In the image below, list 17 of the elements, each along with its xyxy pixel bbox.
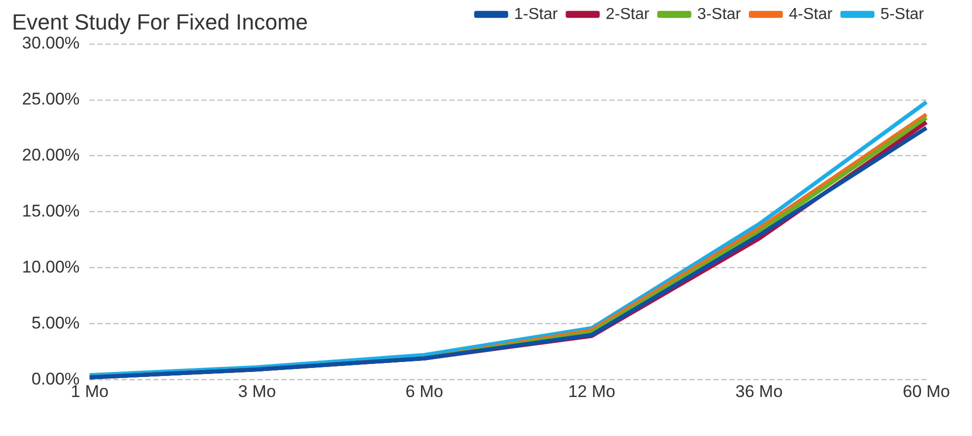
x-tick-label: 3 Mo — [238, 382, 276, 401]
y-tick-label: 10.00% — [22, 257, 80, 276]
y-tick-label: 15.00% — [22, 201, 80, 220]
y-tick-label: 25.00% — [22, 90, 80, 109]
y-tick-label: 20.00% — [22, 146, 80, 165]
y-tick-label: 30.00% — [22, 34, 80, 53]
legend-label: 5-Star — [880, 6, 925, 23]
x-tick-label: 36 Mo — [735, 382, 783, 401]
legend-label: 3-Star — [697, 6, 742, 23]
legend-label: 4-Star — [788, 6, 834, 23]
legend-label: 2-Star — [606, 6, 650, 23]
x-tick-label: 60 Mo — [902, 382, 950, 401]
chart-title: Event Study For Fixed Income — [12, 9, 308, 34]
legend-label: 1-Star — [514, 6, 558, 23]
x-tick-label: 6 Mo — [405, 382, 444, 401]
y-tick-label: 5.00% — [31, 313, 80, 332]
x-tick-label: 12 Mo — [568, 382, 616, 401]
